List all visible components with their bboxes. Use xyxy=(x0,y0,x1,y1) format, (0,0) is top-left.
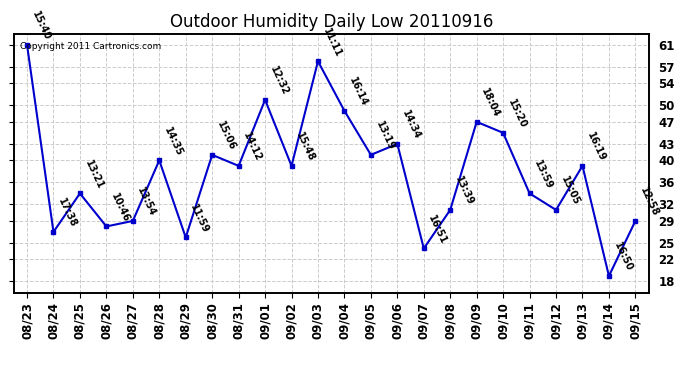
Text: 11:11: 11:11 xyxy=(321,26,343,58)
Text: 13:19: 13:19 xyxy=(374,120,396,152)
Text: 14:34: 14:34 xyxy=(400,109,422,141)
Text: 13:21: 13:21 xyxy=(83,158,105,190)
Text: 14:12: 14:12 xyxy=(241,131,264,163)
Text: 15:40: 15:40 xyxy=(30,10,52,42)
Text: 17:38: 17:38 xyxy=(57,197,79,229)
Text: 15:05: 15:05 xyxy=(559,175,581,207)
Text: 10:46: 10:46 xyxy=(109,191,131,224)
Text: 14:35: 14:35 xyxy=(162,125,184,158)
Text: 11:59: 11:59 xyxy=(188,202,210,235)
Text: 15:20: 15:20 xyxy=(506,98,528,130)
Text: 13:59: 13:59 xyxy=(533,158,555,190)
Text: 16:14: 16:14 xyxy=(347,76,369,108)
Text: 16:19: 16:19 xyxy=(585,131,607,163)
Title: Outdoor Humidity Daily Low 20110916: Outdoor Humidity Daily Low 20110916 xyxy=(170,13,493,31)
Text: 12:58: 12:58 xyxy=(638,186,660,218)
Text: Copyright 2011 Cartronics.com: Copyright 2011 Cartronics.com xyxy=(20,42,161,51)
Text: 12:32: 12:32 xyxy=(268,65,290,97)
Text: 15:48: 15:48 xyxy=(295,130,317,163)
Text: 13:39: 13:39 xyxy=(453,175,475,207)
Text: 16:51: 16:51 xyxy=(426,213,449,246)
Text: 18:04: 18:04 xyxy=(480,87,502,119)
Text: 13:54: 13:54 xyxy=(136,186,158,218)
Text: 16:50: 16:50 xyxy=(612,241,634,273)
Text: 15:06: 15:06 xyxy=(215,120,237,152)
